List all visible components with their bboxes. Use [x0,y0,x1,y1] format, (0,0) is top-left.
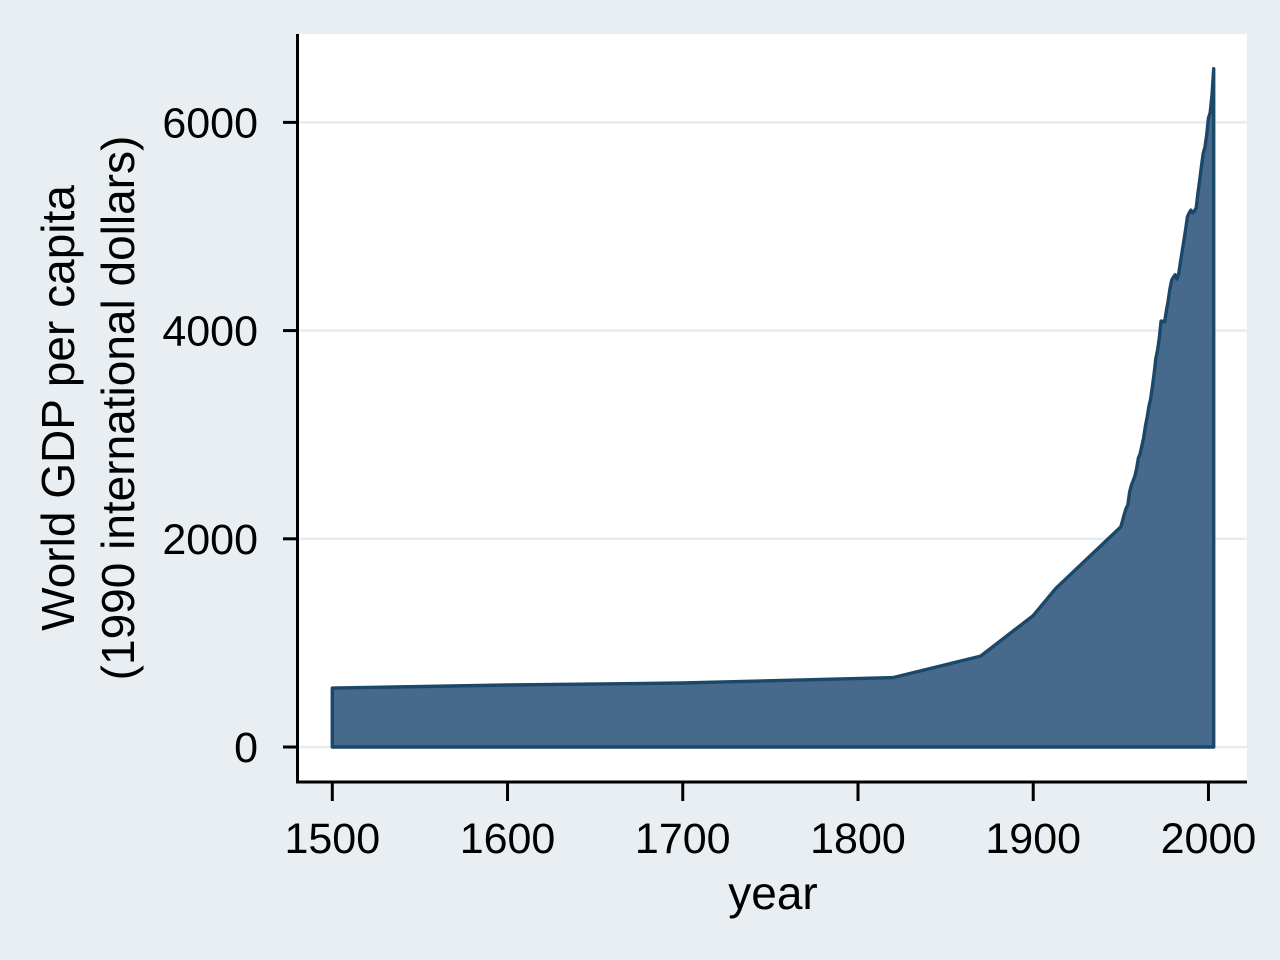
x-tick-label-1600: 1600 [460,815,556,863]
area-series-world-gdp-per-capita [330,67,1216,749]
x-axis-title: year [728,867,818,919]
x-tick-label-1900: 1900 [985,815,1081,863]
y-axis-title-line2: (1990 international dollars) [92,135,144,681]
y-tick-label-2000: 2000 [162,516,258,564]
y-axis-title: World GDP per capita (1990 international… [28,28,148,788]
y-tick-label-0: 0 [234,724,258,772]
y-tick-label-4000: 4000 [162,308,258,356]
y-tick-label-6000: 6000 [162,99,258,147]
x-tick-label-2000: 2000 [1161,815,1257,863]
x-tick-label-1800: 1800 [810,815,906,863]
x-tick-label-1700: 1700 [635,815,731,863]
y-axis-title-line1: World GDP per capita [32,185,84,631]
x-tick-label-1500: 1500 [284,815,380,863]
